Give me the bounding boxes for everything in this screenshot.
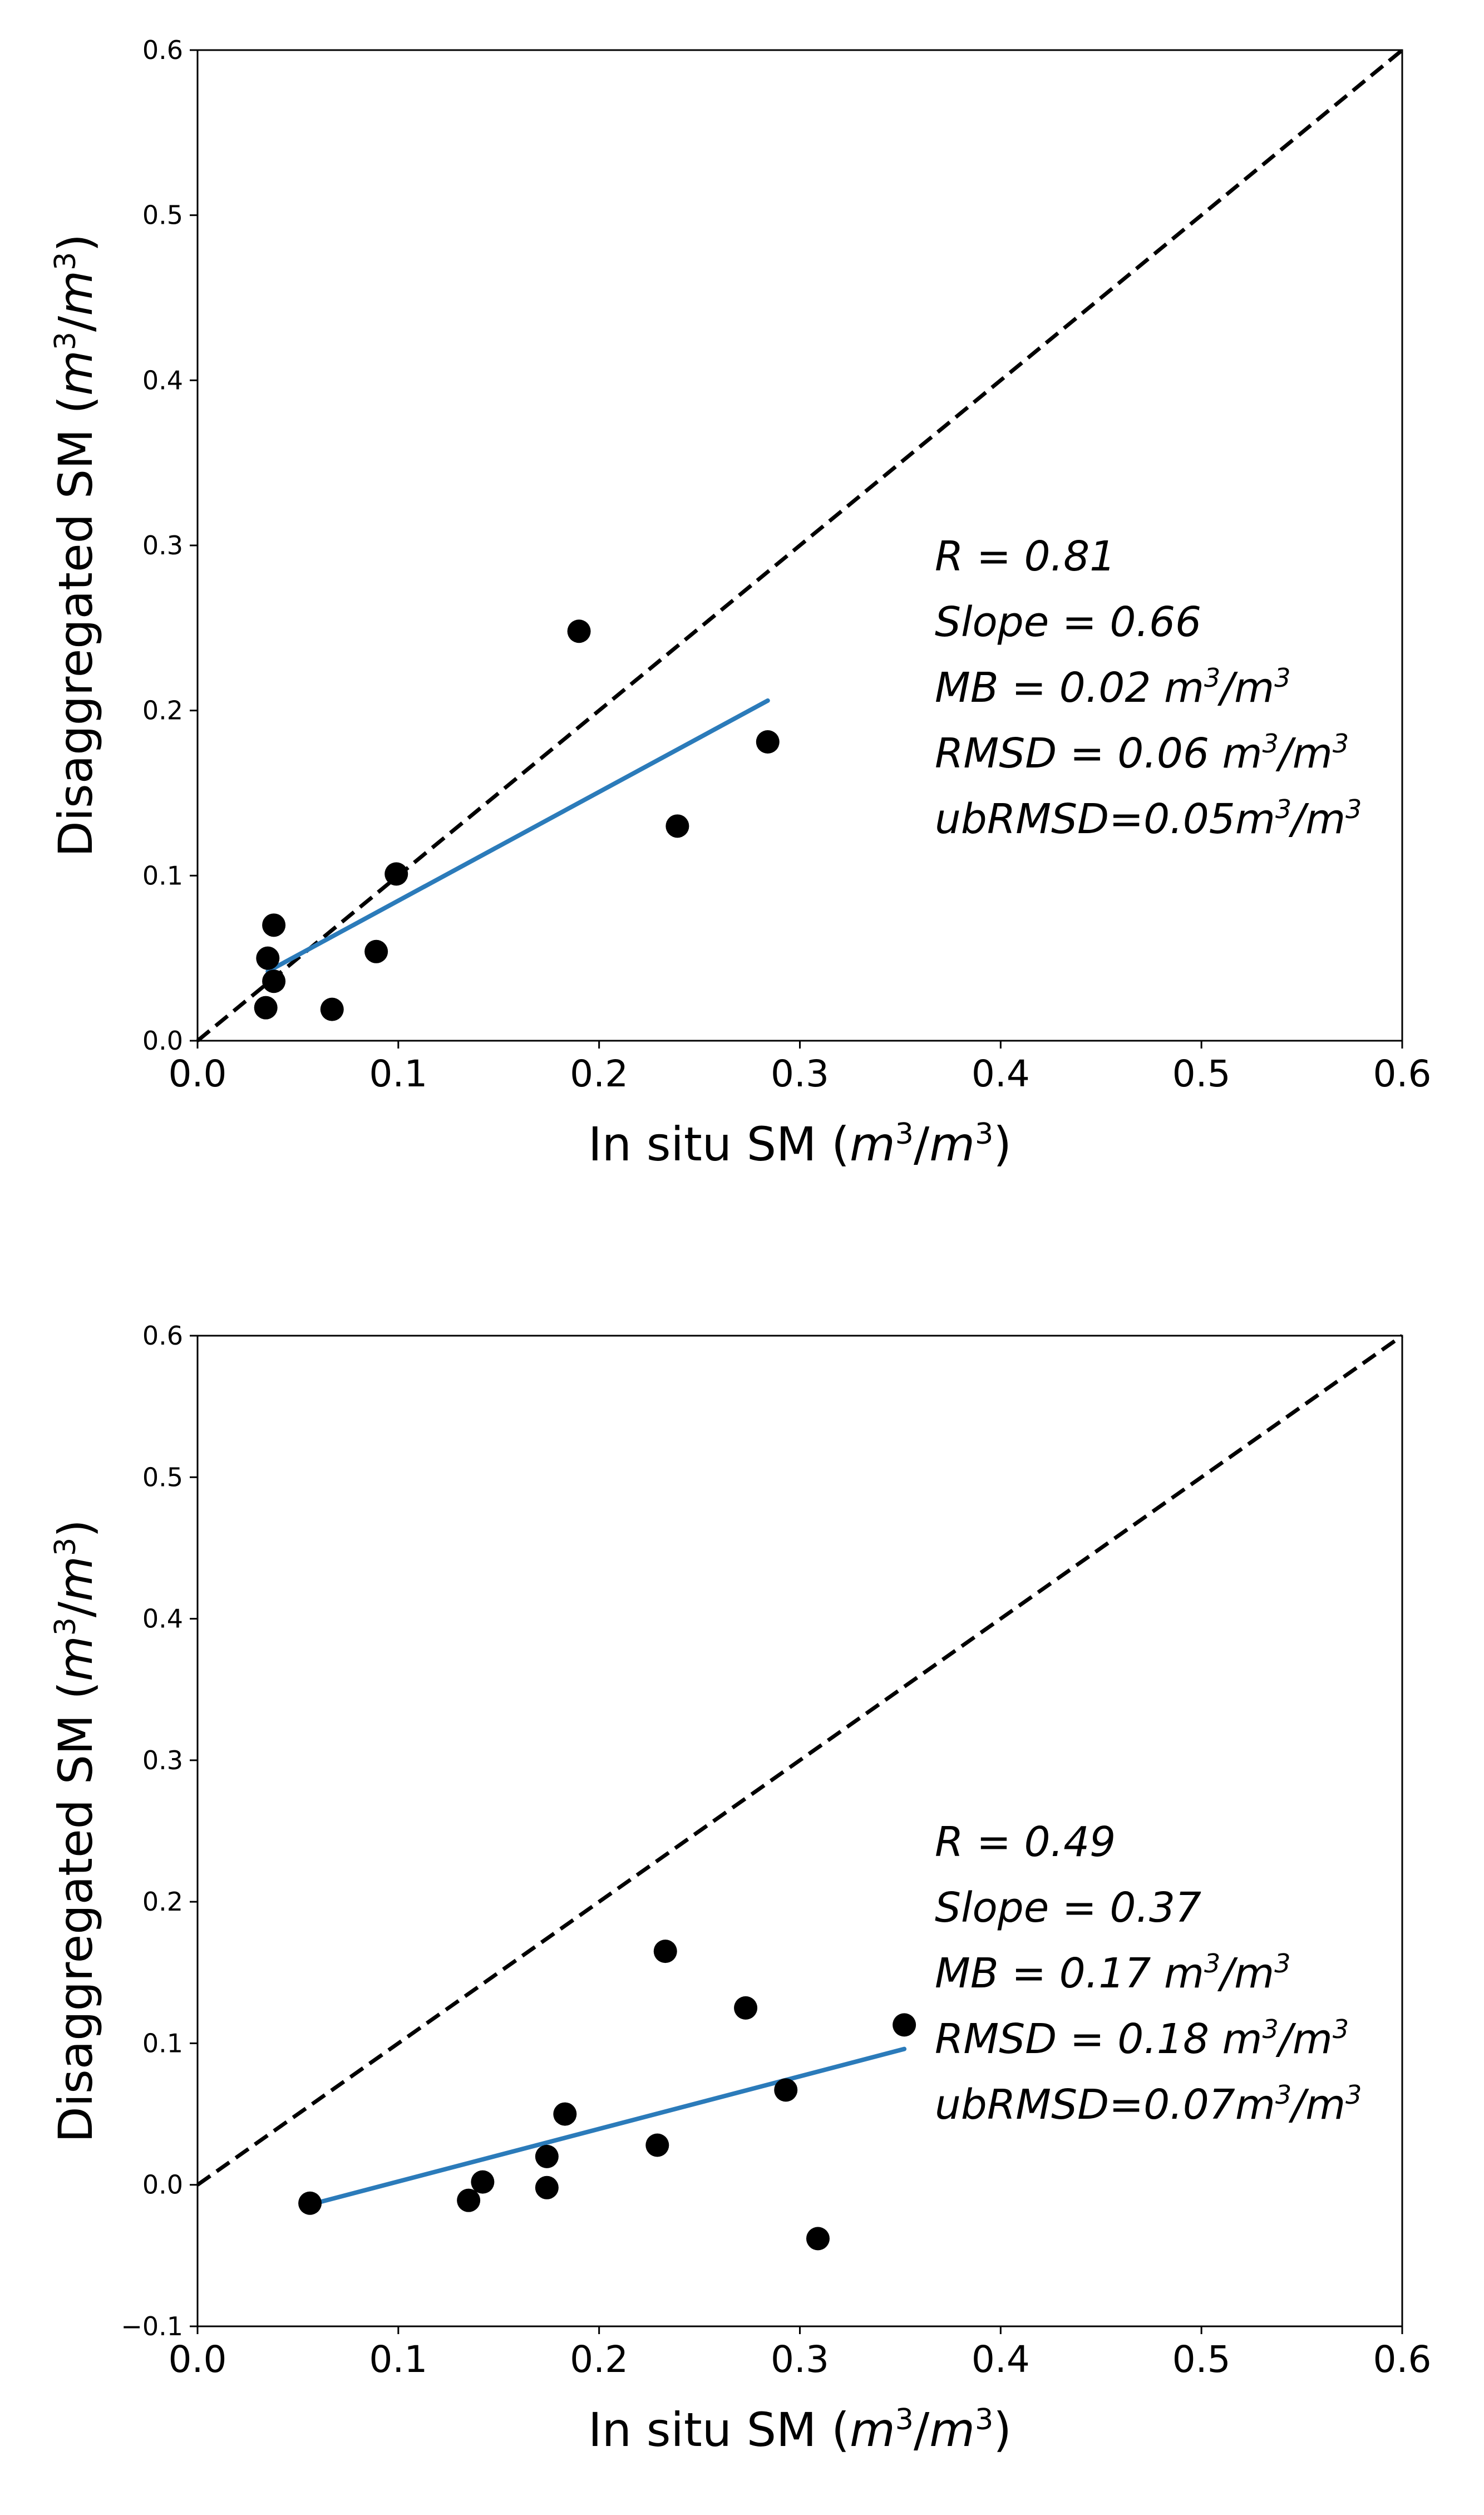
y-tick-label: 0.4 — [142, 365, 183, 395]
data-point — [457, 2188, 481, 2212]
stat-annotation: RMSD = 0.06 m3/m3 — [935, 729, 1349, 777]
y-tick-label: 0.1 — [142, 860, 183, 890]
y-tick-label: 0.6 — [142, 35, 183, 65]
data-point — [364, 939, 388, 963]
chart-panel-1: 0.0 0.1 0.2 0.3 0.4 0.5 0.6 0.0 0.1 0.2 0.3 0.4 0.5 0… — [48, 35, 1431, 1172]
data-point — [471, 2170, 495, 2194]
data-point — [665, 814, 689, 838]
x-tick-label: 0.4 — [972, 1052, 1030, 1095]
x-tick-label: 0.6 — [1373, 1052, 1432, 1095]
data-point — [384, 862, 408, 886]
data-point — [653, 1940, 677, 1963]
stat-annotation: MB = 0.17 m3/m3 — [935, 1948, 1290, 1997]
x-tick-label: 0.5 — [1172, 1052, 1231, 1095]
x-axis-label: In situ SM (m3/m3) — [588, 1117, 1012, 1172]
data-point — [320, 997, 344, 1021]
data-point — [254, 996, 278, 1020]
x-tick-label: 0.3 — [771, 2338, 829, 2381]
y-tick-label: 0.2 — [142, 1887, 183, 1917]
x-tick-label: 0.0 — [169, 1052, 227, 1095]
y-axis-label: Disaggregated SM (m3/m3) — [48, 1519, 103, 2143]
y-tick-label: 0.5 — [142, 1462, 183, 1492]
y-axis-label: Disaggregated SM (m3/m3) — [48, 234, 103, 857]
stat-annotation: RMSD = 0.18 m3/m3 — [935, 2014, 1349, 2063]
y-tick-label: 0.3 — [142, 1745, 183, 1775]
fit-line — [265, 698, 770, 974]
stat-annotation: MB = 0.02 m3/m3 — [935, 663, 1290, 712]
stat-annotation: R = 0.81 — [935, 533, 1116, 580]
data-point — [262, 969, 286, 993]
x-tick-label: 0.6 — [1373, 2338, 1432, 2381]
data-point — [298, 2191, 322, 2215]
data-point — [806, 2227, 830, 2251]
fit-line — [308, 2046, 907, 2207]
data-point — [256, 946, 280, 970]
chart-panel-2: 0.0 0.1 0.2 0.3 0.4 0.5 0.6−0.10.00.10.20.30.4… — [48, 1321, 1431, 2457]
data-point — [535, 2144, 559, 2168]
plot-frame — [196, 1335, 1403, 2327]
stat-annotation: ubRMSD=0.05m3/m3 — [935, 794, 1362, 843]
y-tick-label: 0.4 — [142, 1604, 183, 1634]
y-tick-label: 0.6 — [142, 1321, 183, 1351]
data-point — [734, 1996, 758, 2020]
y-tick-label: 0.1 — [142, 2028, 183, 2058]
data-point — [567, 619, 591, 643]
y-tick-label: 0.0 — [142, 1026, 183, 1056]
y-tick-label: 0.0 — [142, 2170, 183, 2200]
y-tick-label: 0.5 — [142, 200, 183, 230]
x-tick-label: 0.1 — [369, 1052, 427, 1095]
data-point — [262, 913, 286, 937]
x-tick-label: 0.2 — [570, 2338, 628, 2381]
data-point — [774, 2078, 798, 2102]
stat-annotation: Slope = 0.37 — [935, 1884, 1201, 1932]
data-point — [756, 730, 780, 754]
x-tick-label: 0.5 — [1172, 2338, 1231, 2381]
one-to-one-line — [196, 1334, 1404, 2187]
y-tick-label: −0.1 — [121, 2311, 183, 2341]
stat-annotation: Slope = 0.66 — [935, 598, 1201, 646]
data-point — [645, 2133, 669, 2157]
x-tick-label: 0.3 — [771, 1052, 829, 1095]
x-tick-label: 0.1 — [369, 2338, 427, 2381]
stat-annotation: R = 0.49 — [935, 1818, 1116, 1866]
y-tick-label: 0.3 — [142, 530, 183, 560]
y-tick-label: 0.2 — [142, 696, 183, 726]
x-tick-label: 0.2 — [570, 1052, 628, 1095]
x-tick-label: 0.4 — [972, 2338, 1030, 2381]
x-axis-label: In situ SM (m3/m3) — [588, 2403, 1012, 2457]
data-point — [553, 2102, 577, 2126]
x-tick-label: 0.0 — [169, 2338, 227, 2381]
data-point — [893, 2013, 916, 2037]
one-to-one-line — [196, 48, 1404, 1042]
data-point — [535, 2176, 559, 2199]
stat-annotation: ubRMSD=0.07m3/m3 — [935, 2080, 1362, 2129]
